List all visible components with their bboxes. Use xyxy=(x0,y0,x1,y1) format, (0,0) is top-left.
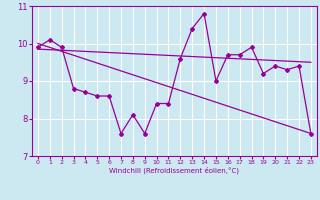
X-axis label: Windchill (Refroidissement éolien,°C): Windchill (Refroidissement éolien,°C) xyxy=(109,167,239,174)
